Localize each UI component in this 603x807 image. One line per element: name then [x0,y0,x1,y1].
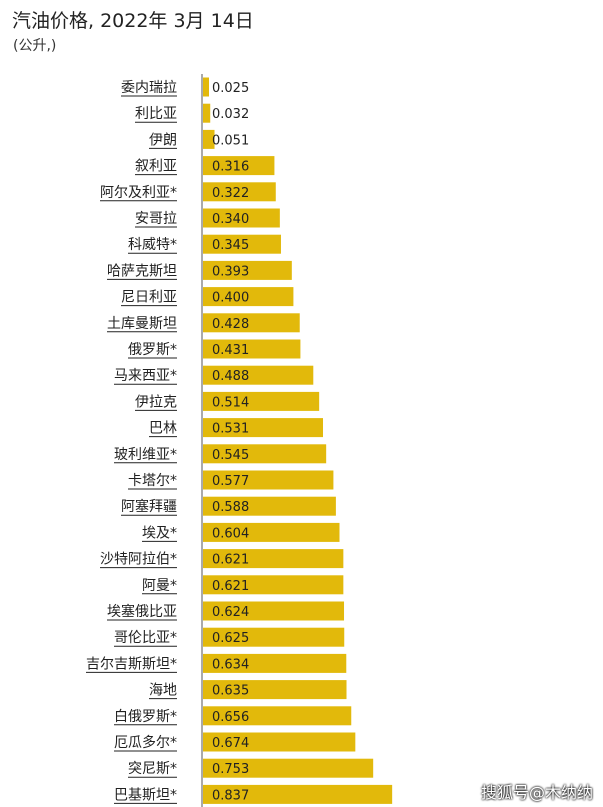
category-label: 马来西亚* [114,368,177,384]
category-label: 叙利亚 [135,158,177,175]
data-label: 0.577 [212,474,249,489]
category-label: 吉尔吉斯斯坦* [86,656,177,672]
data-label: 0.634 [212,657,249,672]
bar [203,365,314,385]
data-label: 0.025 [212,81,249,96]
data-label: 0.545 [212,448,249,463]
data-label: 0.340 [212,212,249,227]
category-label: 玻利维亚* [114,447,177,463]
chart-title: 汽油价格, 2022年 3月 14日 [12,10,254,32]
chart-unit-subtitle: (公升,) [13,38,57,54]
bar [203,444,327,464]
category-label: 委内瑞拉 [121,80,177,96]
bar [203,496,336,516]
bar [203,470,334,490]
bar [203,601,345,621]
category-label: 哥伦比亚* [114,630,177,646]
bar [203,627,345,647]
data-label: 0.316 [212,160,249,175]
bar [203,575,344,595]
data-label: 0.400 [212,291,249,306]
category-label: 巴基斯坦* [114,786,177,803]
bar [203,208,280,228]
bar [203,653,347,673]
bar [203,391,320,411]
bar [203,339,301,359]
data-label: 0.531 [212,422,249,437]
data-label: 0.428 [212,317,249,332]
data-label: 0.431 [212,343,249,358]
category-label: 土库曼斯坦 [107,316,177,332]
data-label: 0.604 [212,526,249,541]
category-label: 科威特* [128,237,177,253]
bar [203,313,300,333]
bar [203,287,294,307]
bar [203,418,324,438]
bar [203,260,292,280]
category-label: 俄罗斯* [128,342,177,358]
bar [203,732,356,752]
category-label: 阿尔及利亚* [100,185,177,201]
data-label: 0.345 [212,238,249,253]
category-label: 利比亚 [135,106,177,122]
data-label: 0.635 [212,684,249,699]
category-label: 阿曼* [142,578,177,594]
data-label: 0.032 [212,107,249,122]
bar [203,234,281,254]
watermark: 搜狐号@木纳纳 [480,783,593,802]
bar [203,758,374,778]
data-label: 0.624 [212,605,249,620]
bar [203,156,275,176]
data-label: 0.625 [212,631,249,646]
data-label: 0.588 [212,500,249,515]
bar [203,77,209,97]
category-label: 突尼斯* [128,761,177,777]
bar [203,103,211,123]
data-label: 0.393 [212,264,249,279]
data-label: 0.674 [212,736,249,751]
data-label: 0.753 [212,762,249,777]
bar [203,182,276,202]
category-label: 安哥拉 [135,211,177,227]
category-label: 阿塞拜疆 [121,498,177,515]
category-label: 厄瓜多尔* [114,734,177,751]
bar [203,784,393,804]
category-label: 卡塔尔* [128,473,177,489]
category-label: 埃塞俄比亚 [107,603,177,620]
category-label: 埃及* [142,525,177,541]
bar [203,129,215,149]
data-label: 0.322 [212,186,249,201]
category-label: 哈萨克斯坦 [107,263,177,279]
category-label: 尼日利亚 [121,290,177,306]
data-label: 0.514 [212,395,249,410]
category-label: 沙特阿拉伯* [100,552,177,568]
bar [203,549,344,569]
bar [203,522,340,542]
data-label: 0.837 [212,788,249,803]
category-label: 海地 [149,683,177,699]
category-label: 巴林 [149,421,177,437]
data-label: 0.051 [212,133,249,148]
category-label: 白俄罗斯* [114,709,177,725]
data-label: 0.621 [212,579,249,594]
data-label: 0.621 [212,553,249,568]
data-label: 0.656 [212,710,249,725]
bar [203,680,347,700]
category-label: 伊朗 [149,132,177,148]
category-label: 伊拉克 [135,394,177,410]
data-label: 0.488 [212,369,249,384]
bar [203,706,352,726]
